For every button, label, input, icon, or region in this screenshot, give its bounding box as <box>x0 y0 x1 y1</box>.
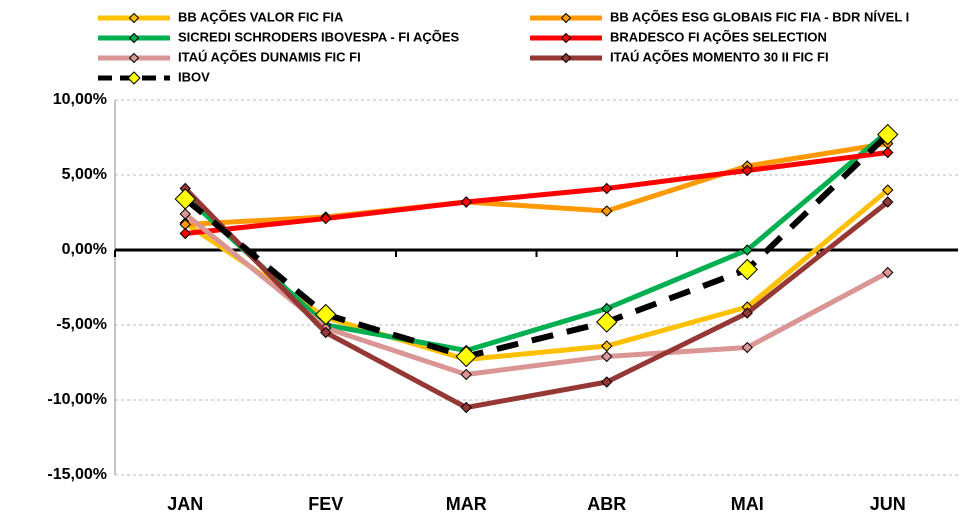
legend-marker <box>560 32 572 44</box>
marker <box>596 311 618 333</box>
marker <box>741 244 753 256</box>
legend-label: ITAÚ AÇÕES DUNAMIS FIC FI <box>178 49 361 64</box>
y-tick-label: 0,00% <box>62 241 107 258</box>
legend-marker <box>560 12 572 24</box>
series-line <box>183 186 890 410</box>
marker <box>460 368 472 381</box>
legend-label: SICREDI SCHRODERS IBOVESPA - FI AÇÕES <box>178 29 460 44</box>
marker <box>741 164 753 177</box>
legend-marker <box>128 52 140 64</box>
series-line <box>183 129 890 353</box>
marker <box>882 196 894 208</box>
marker <box>882 184 894 196</box>
y-tick-label: -5,00% <box>56 316 107 333</box>
marker <box>736 258 758 281</box>
marker <box>601 205 613 217</box>
marker <box>882 146 894 159</box>
legend-label: BB AÇÕES ESG GLOBAIS FIC FIA - BDR NÍVEL… <box>610 9 909 24</box>
marker <box>179 227 191 240</box>
marker <box>741 307 753 319</box>
series-line <box>183 132 890 360</box>
legend-label: ITAÚ AÇÕES MOMENTO 30 II FIC FI <box>610 49 829 64</box>
legend-label: IBOV <box>178 69 210 84</box>
legend-marker <box>560 52 572 64</box>
legend-label: BRADESCO FI AÇÕES SELECTION <box>610 29 827 44</box>
marker <box>601 350 613 363</box>
marker <box>320 212 332 225</box>
series-line <box>184 150 889 236</box>
marker <box>882 266 894 279</box>
marker <box>877 123 899 146</box>
marker <box>315 303 337 326</box>
y-tick-label: 5,00% <box>62 166 107 183</box>
marker <box>460 401 472 414</box>
series-line <box>185 141 889 227</box>
y-tick-label: 10,00% <box>53 91 107 108</box>
x-tick-label: JAN <box>167 494 203 514</box>
marker <box>320 326 332 339</box>
marker <box>174 188 196 210</box>
marker <box>741 341 753 354</box>
series-line <box>183 188 890 362</box>
x-tick-label: MAR <box>446 494 487 514</box>
legend-marker <box>128 12 140 24</box>
y-tick-label: -15,00% <box>47 466 107 483</box>
marker <box>179 208 191 220</box>
marker <box>455 345 477 368</box>
x-tick-label: ABR <box>587 494 626 514</box>
legend-label: BB AÇÕES VALOR FIC FIA <box>178 9 344 24</box>
legend-marker <box>128 32 140 44</box>
legend-marker <box>127 71 141 85</box>
y-tick-label: -10,00% <box>47 391 107 408</box>
x-tick-label: JUN <box>870 494 906 514</box>
marker <box>601 182 613 195</box>
x-tick-label: MAI <box>731 494 764 514</box>
marker <box>601 376 613 388</box>
x-tick-label: FEV <box>308 494 343 514</box>
marker <box>460 196 472 208</box>
